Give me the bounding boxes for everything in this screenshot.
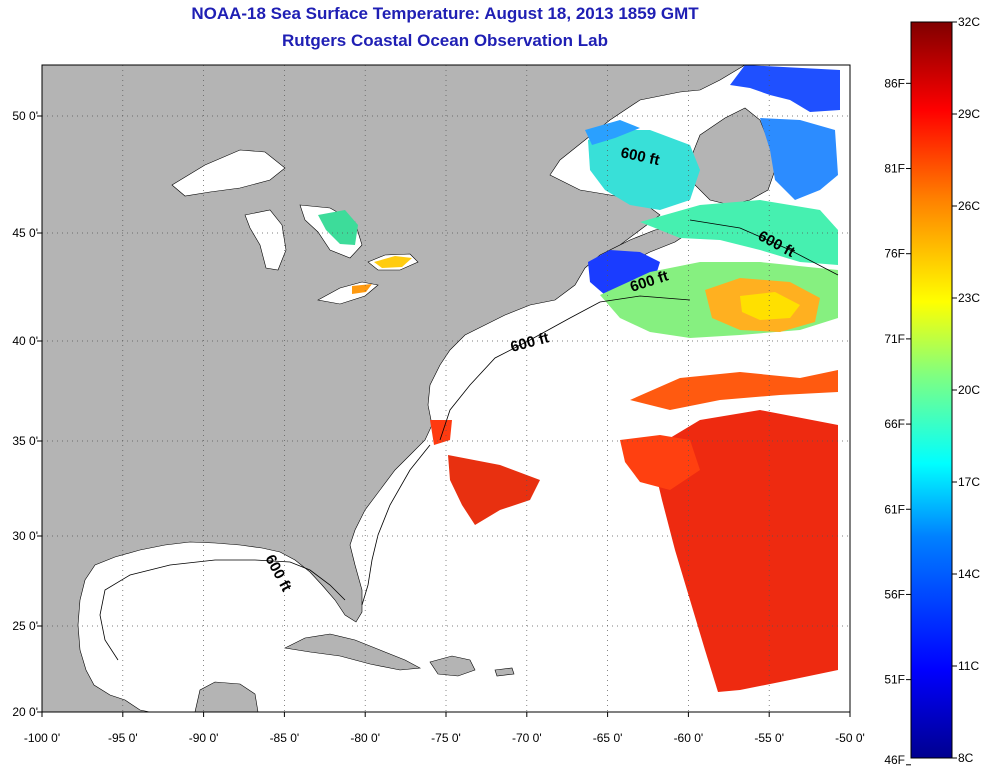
map-title: NOAA-18 Sea Surface Temperature: August … xyxy=(191,4,699,23)
contour-newfoundland xyxy=(689,219,839,276)
colorbar-fahrenheit-label: 66F xyxy=(884,417,905,431)
sst-gulf-st-lawrence xyxy=(588,130,700,210)
colorbar-fahrenheit-label: 71F xyxy=(884,332,905,346)
sst-gulf-stream-patch-west xyxy=(448,455,540,525)
colorbar-fahrenheit-label: 81F xyxy=(884,162,905,176)
sst-hatteras xyxy=(430,420,452,445)
latitude-label: 25 0' xyxy=(12,619,38,633)
longitude-label: -55 0' xyxy=(754,731,784,745)
land-cuba xyxy=(284,633,422,671)
colorbar-fahrenheit-label: 86F xyxy=(884,76,905,90)
colorbar-celsius-label: 29C xyxy=(958,107,980,121)
sst-sargasso-stripe xyxy=(620,435,700,490)
contour-east-coast xyxy=(439,295,691,441)
sst-sargasso-east xyxy=(650,410,838,692)
colorbar-celsius-label: 26C xyxy=(958,199,980,213)
longitude-label: -75 0' xyxy=(431,731,461,745)
longitude-label: -90 0' xyxy=(189,731,219,745)
sst-newfoundland-coast xyxy=(760,118,838,200)
colorbar-celsius-label: 8C xyxy=(958,751,974,765)
sst-labrador xyxy=(730,65,840,112)
colorbar-celsius-label: 11C xyxy=(958,659,979,673)
latitude-label: 50 0' xyxy=(12,109,38,123)
sst-lake-erie xyxy=(352,284,372,294)
sst-lake-huron xyxy=(318,210,358,245)
map-subtitle: Rutgers Coastal Ocean Observation Lab xyxy=(282,31,608,50)
colorbar-fahrenheit-label: 76F xyxy=(884,247,905,261)
longitude-label: -85 0' xyxy=(270,731,300,745)
longitude-label: -65 0' xyxy=(593,731,623,745)
colorbar-fahrenheit-label: 46F xyxy=(884,753,905,767)
colorbar-celsius-label: 23C xyxy=(958,291,980,305)
latitude-label: 20 0' xyxy=(12,705,38,719)
latitude-label: 35 0' xyxy=(12,434,38,448)
land-puerto-rico xyxy=(494,667,515,677)
colorbar-fahrenheit-label: 61F xyxy=(884,502,905,516)
colorbar-fahrenheit-label: 51F xyxy=(884,673,905,687)
sst-grand-banks xyxy=(640,200,838,265)
map-frame xyxy=(41,64,851,713)
colorbar-celsius-label: 20C xyxy=(958,383,980,397)
colorbar xyxy=(910,21,953,759)
land-yucatan xyxy=(194,681,259,712)
colorbar-fahrenheit-labels: 86F 81F 76F 71F 66F 61F 56F 51F 46F xyxy=(884,76,911,767)
lake-michigan xyxy=(244,209,287,271)
colorbar-celsius-label: 32C xyxy=(958,15,980,29)
longitude-label: -95 0' xyxy=(108,731,138,745)
contour-gulf-of-mexico xyxy=(99,559,346,661)
longitude-labels: -100 0' -95 0' -90 0' -85 0' -80 0' -75 0' -70… xyxy=(24,712,865,745)
sst-gulf-stream-north xyxy=(630,370,838,410)
sst-lake-ontario xyxy=(374,256,412,268)
longitude-label: -100 0' xyxy=(24,731,60,745)
longitude-label: -80 0' xyxy=(350,731,380,745)
latitude-label: 40 0' xyxy=(12,334,38,348)
longitude-label: -70 0' xyxy=(512,731,542,745)
latitude-label: 45 0' xyxy=(12,226,38,240)
contour-florida xyxy=(361,444,431,606)
land-hispaniola xyxy=(429,655,476,677)
sst-eddy-center xyxy=(740,292,800,320)
sst-st-lawrence-estuary xyxy=(585,120,640,145)
depth-contours xyxy=(99,219,839,661)
land-north-america xyxy=(42,65,746,712)
colorbar-celsius-label: 17C xyxy=(958,475,980,489)
longitude-label: -50 0' xyxy=(835,731,865,745)
colorbar-celsius-labels: 32C 29C 26C 23C 20C 17C 14C 11C 8C xyxy=(952,15,980,765)
lake-superior xyxy=(171,149,286,197)
latitude-label: 30 0' xyxy=(12,529,38,543)
longitude-label: -60 0' xyxy=(674,731,704,745)
colorbar-celsius-label: 14C xyxy=(958,567,980,581)
latitude-labels: 50 0' 45 0' 40 0' 35 0' 30 0' 25 0' 20 0' xyxy=(12,109,42,719)
colorbar-fahrenheit-label: 56F xyxy=(884,587,905,601)
